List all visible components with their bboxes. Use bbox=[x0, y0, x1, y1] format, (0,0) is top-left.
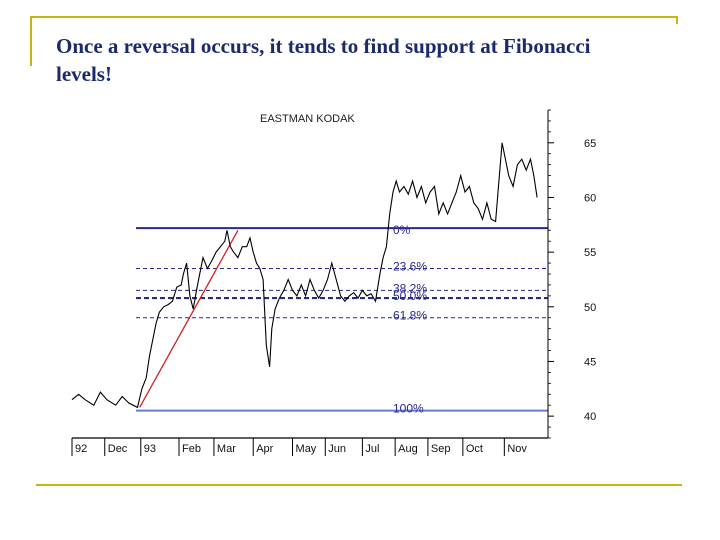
x-tick-label: Apr bbox=[256, 443, 273, 455]
x-tick-label: Dec bbox=[108, 443, 128, 455]
x-tick-label: Mar bbox=[217, 443, 236, 455]
frame-right-rule bbox=[676, 16, 678, 24]
frame-bottom-rule bbox=[36, 484, 682, 486]
y-tick-label: 60 bbox=[584, 192, 596, 204]
fib-level-label: 100% bbox=[393, 402, 424, 416]
chart-background bbox=[70, 102, 606, 464]
x-tick-label: May bbox=[296, 443, 317, 455]
fib-level-label: 61.8% bbox=[393, 309, 427, 323]
fib-level-label: 23.6% bbox=[393, 260, 427, 274]
chart-title: EASTMAN KODAK bbox=[260, 113, 355, 125]
fib-level-label: 0% bbox=[393, 223, 411, 237]
frame-top-rule bbox=[30, 16, 678, 18]
y-tick-label: 55 bbox=[584, 247, 596, 259]
x-tick-label: Feb bbox=[182, 443, 201, 455]
x-tick-label: 92 bbox=[75, 443, 87, 455]
x-tick-label: Jun bbox=[328, 443, 346, 455]
frame-left-rule bbox=[30, 16, 32, 66]
x-tick-label: Jul bbox=[365, 443, 379, 455]
x-tick-label: Oct bbox=[466, 443, 483, 455]
fib-level-label: 38.2% bbox=[393, 281, 427, 295]
y-tick-label: 65 bbox=[584, 138, 596, 150]
x-tick-label: 93 bbox=[144, 443, 156, 455]
y-tick-label: 40 bbox=[584, 411, 596, 423]
y-tick-label: 45 bbox=[584, 356, 596, 368]
trend-line bbox=[139, 229, 239, 408]
x-tick-label: Sep bbox=[431, 443, 451, 455]
price-series-line bbox=[71, 142, 538, 409]
x-tick-label: Nov bbox=[507, 443, 527, 455]
fibonacci-chart: EASTMAN KODAK 0% 23.6% 38.2%50.0% 61.8% 100%… bbox=[70, 102, 606, 464]
y-tick-label: 50 bbox=[584, 302, 596, 314]
fib-level-label: 50.0% bbox=[393, 289, 427, 303]
x-tick-label: Aug bbox=[398, 443, 418, 455]
slide-title: Once a reversal occurs, it tends to find… bbox=[56, 34, 591, 86]
